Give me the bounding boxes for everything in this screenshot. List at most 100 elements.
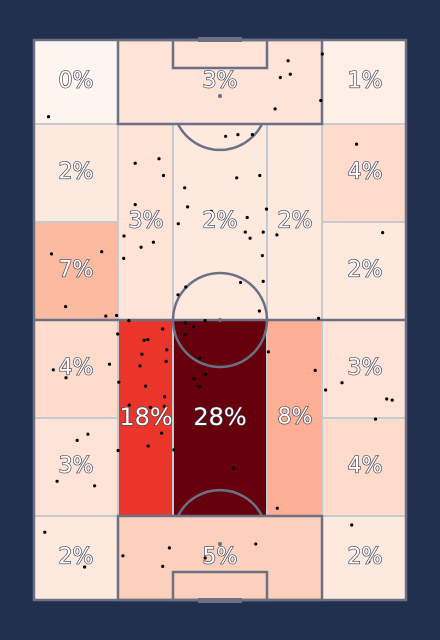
- bottom-goal: [198, 598, 242, 603]
- event-point: [121, 554, 125, 558]
- zone-label-z10: 2%: [348, 258, 383, 283]
- zone-label-z4: 2%: [59, 160, 94, 185]
- event-point: [275, 506, 279, 510]
- event-point: [139, 245, 143, 249]
- bottom-penalty-arc: [176, 488, 264, 517]
- event-point: [257, 309, 261, 313]
- top-goal: [198, 37, 242, 42]
- zone-label-z2: 3%: [203, 69, 238, 94]
- event-point: [192, 325, 196, 329]
- event-point: [203, 372, 208, 376]
- zone-label-z15: 28%: [193, 403, 246, 431]
- event-point: [122, 256, 126, 260]
- event-point: [104, 314, 108, 318]
- event-point: [197, 385, 201, 389]
- event-point: [43, 530, 47, 534]
- event-point: [231, 466, 235, 470]
- event-point: [373, 417, 378, 421]
- event-point: [261, 279, 265, 283]
- event-point: [146, 444, 150, 448]
- heat-zone-z19: [117, 515, 323, 601]
- heat-zone-z2: [117, 39, 323, 125]
- event-point: [46, 115, 51, 119]
- event-point: [264, 207, 269, 211]
- zone-label-z5: 4%: [348, 160, 383, 185]
- event-point: [192, 377, 196, 381]
- zone-label-z18: 2%: [59, 545, 94, 570]
- event-point: [288, 72, 292, 76]
- event-point: [275, 233, 279, 237]
- event-point: [127, 319, 131, 323]
- event-point: [172, 448, 176, 452]
- event-point: [64, 376, 68, 380]
- event-point: [140, 352, 144, 356]
- zone-label-z17: 4%: [348, 454, 383, 479]
- bottom-penalty-spot: [218, 542, 222, 546]
- event-point: [340, 381, 344, 385]
- event-points: [43, 52, 394, 569]
- event-point: [317, 316, 321, 320]
- event-point: [183, 321, 187, 325]
- event-point: [320, 52, 324, 56]
- event-point: [367, 559, 371, 564]
- event-point: [117, 380, 121, 384]
- event-point: [385, 397, 389, 401]
- pitch-markings: [32, 37, 408, 603]
- event-point: [176, 222, 180, 226]
- event-point: [324, 388, 328, 392]
- event-point: [116, 448, 120, 453]
- zone-label-z11: 4%: [59, 356, 94, 381]
- event-point: [83, 565, 87, 569]
- event-point: [224, 134, 228, 138]
- event-point: [250, 133, 254, 137]
- event-point: [164, 359, 168, 363]
- event-point: [146, 338, 150, 342]
- zone-label-z14: 18%: [119, 403, 172, 431]
- event-point: [254, 542, 258, 546]
- event-point: [93, 484, 97, 488]
- event-point: [278, 75, 282, 80]
- event-point: [313, 368, 317, 372]
- event-point: [116, 332, 120, 336]
- event-point: [163, 395, 167, 399]
- event-point: [261, 230, 265, 234]
- event-point: [390, 398, 394, 402]
- event-point: [157, 157, 161, 161]
- event-point: [286, 59, 290, 63]
- event-point: [235, 176, 239, 180]
- event-point: [161, 327, 165, 331]
- event-point: [151, 240, 155, 244]
- event-point: [100, 250, 104, 254]
- event-point: [64, 305, 68, 309]
- event-point: [245, 215, 249, 220]
- zone-label-z16: 8%: [278, 405, 313, 430]
- event-point: [133, 161, 137, 165]
- event-point: [258, 173, 262, 178]
- zone-label-z13: 3%: [59, 454, 94, 479]
- heat-zone-z16: [266, 319, 323, 517]
- centre-circle: [171, 271, 269, 369]
- zone-label-z19: 5%: [203, 545, 238, 570]
- top-penalty-arc: [176, 123, 264, 152]
- heat-zone-z17: [321, 417, 407, 517]
- event-point: [115, 313, 119, 318]
- event-point: [260, 254, 264, 258]
- event-point: [161, 564, 165, 569]
- event-point: [350, 523, 354, 527]
- event-point: [55, 479, 59, 483]
- event-point: [138, 364, 142, 368]
- heat-zone-z10: [321, 221, 407, 321]
- event-point: [209, 209, 213, 213]
- event-point: [148, 405, 152, 409]
- event-point: [248, 236, 252, 240]
- event-point: [160, 431, 164, 435]
- event-point: [183, 333, 187, 337]
- event-point: [184, 285, 188, 289]
- event-point: [142, 338, 146, 342]
- event-point: [127, 403, 131, 407]
- event-point: [162, 404, 166, 408]
- event-point: [266, 350, 270, 354]
- event-point: [198, 356, 202, 360]
- event-point: [75, 438, 79, 442]
